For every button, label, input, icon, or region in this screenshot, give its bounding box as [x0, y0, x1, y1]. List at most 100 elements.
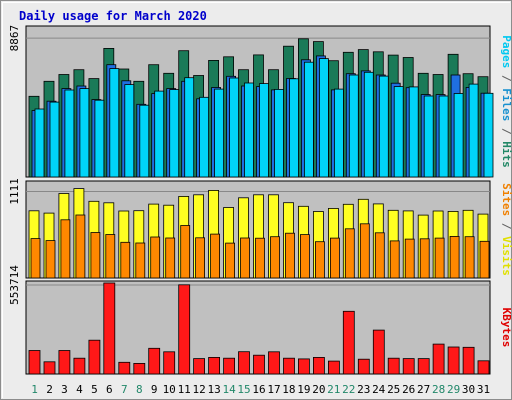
bar-pages-day-5: [94, 99, 105, 178]
legend-hits_files_pages: Pages / Files / Hits: [500, 35, 512, 168]
bar-sites-day-7: [120, 241, 131, 279]
bar-sites-day-19: [299, 234, 310, 279]
bar-kbytes-day-7: [118, 361, 131, 375]
bar-kbytes-day-11: [178, 284, 191, 375]
bar-kbytes-day-4: [73, 357, 86, 375]
day-label-24: 24: [372, 383, 386, 396]
bar-kbytes-day-3: [58, 350, 71, 375]
bar-sites-day-20: [314, 241, 325, 279]
bar-pages-day-21: [333, 88, 344, 178]
bar-pages-day-15: [244, 82, 254, 178]
bar-kbytes-day-31: [477, 360, 490, 375]
legend-item: /: [500, 216, 512, 236]
bar-sites-day-30: [464, 236, 475, 279]
x-axis-day-labels: 1 2 3 4 5 6 7 8 9 10 11 12 13 14 15 16 17 18 19 20 21 22 23 24 2…: [31, 383, 490, 396]
bar-pages-day-12: [199, 96, 210, 178]
day-label-25: 25: [387, 383, 400, 396]
bar-sites-day-5: [90, 232, 101, 279]
bar-kbytes-day-16: [253, 354, 265, 375]
day-label-1: 1: [31, 383, 38, 396]
bar-pages-day-11: [184, 77, 195, 178]
day-label-11: 11: [178, 383, 191, 396]
bar-pages-day-13: [214, 88, 225, 178]
legend-item: Hits: [500, 141, 512, 168]
bar-sites-day-9: [150, 236, 161, 279]
max-value-label-kbytes: 553714: [8, 265, 21, 305]
bar-pages-day-14: [229, 77, 240, 178]
bar-pages-day-31: [483, 92, 494, 178]
bar-pages-day-30: [468, 83, 479, 178]
chart-panels: 8867 Pages / Files / Hits 1111 Sites / Visi…: [8, 25, 512, 375]
bar-sites-day-17: [270, 236, 280, 279]
bar-pages-day-27: [423, 95, 434, 178]
bar-kbytes-day-21: [327, 360, 340, 375]
bar-pages-day-22: [348, 74, 359, 178]
bar-sites-day-25: [389, 240, 400, 279]
bar-pages-day-16: [259, 83, 269, 178]
legend-item: /: [500, 68, 512, 88]
chart-title: Daily usage for March 2020: [19, 9, 207, 23]
day-label-2: 2: [46, 383, 53, 396]
bar-kbytes-day-19: [297, 358, 310, 375]
bar-pages-day-18: [289, 78, 299, 178]
bar-pages-day-20: [318, 58, 329, 178]
legend-item: Pages: [500, 35, 512, 68]
day-label-6: 6: [106, 383, 113, 396]
bar-kbytes-day-6: [103, 282, 116, 375]
bar-kbytes-day-25: [387, 357, 400, 375]
bar-sites-day-3: [60, 219, 71, 279]
bar-sites-day-6: [105, 234, 116, 279]
bar-pages-day-19: [303, 61, 314, 178]
bar-kbytes-day-22: [342, 310, 355, 375]
bar-kbytes-day-23: [357, 358, 370, 375]
day-label-8: 8: [136, 383, 143, 396]
bar-pages-day-6: [109, 68, 120, 178]
bar-kbytes-day-13: [208, 356, 221, 375]
bar-pages-day-17: [274, 89, 284, 178]
bar-sites-day-15: [240, 237, 250, 279]
bar-sites-day-18: [285, 232, 295, 279]
day-label-30: 30: [462, 383, 475, 396]
day-label-19: 19: [297, 383, 310, 396]
legend-kbytes: KBytes: [500, 308, 512, 348]
bar-pages-day-23: [363, 71, 374, 178]
bar-sites-day-1: [30, 238, 41, 279]
bar-kbytes-day-14: [223, 357, 236, 375]
day-label-15: 15: [237, 383, 250, 396]
day-label-4: 4: [76, 383, 83, 396]
bar-kbytes-day-24: [372, 329, 385, 375]
day-label-26: 26: [402, 383, 415, 396]
bar-sites-day-16: [255, 237, 265, 279]
bar-sites-day-21: [329, 237, 340, 279]
bar-pages-day-4: [79, 88, 90, 178]
bar-sites-day-4: [75, 214, 86, 279]
day-label-5: 5: [91, 383, 98, 396]
day-label-7: 7: [121, 383, 128, 396]
bar-sites-day-27: [419, 238, 430, 279]
day-label-12: 12: [192, 383, 205, 396]
day-label-18: 18: [282, 383, 295, 396]
bar-sites-day-11: [180, 225, 191, 279]
bar-kbytes-day-9: [148, 347, 161, 375]
bar-pages-day-29: [453, 93, 464, 178]
max-value-label-hits_files_pages: 8867: [8, 25, 21, 52]
day-label-17: 17: [267, 383, 280, 396]
legend-item: Files: [500, 88, 512, 121]
bar-kbytes-day-18: [283, 357, 295, 375]
day-label-16: 16: [252, 383, 265, 396]
bar-sites-day-14: [225, 242, 236, 279]
bar-kbytes-day-2: [43, 361, 56, 375]
panel-hits_files_pages: 8867 Pages / Files / Hits: [8, 25, 512, 178]
bar-sites-day-12: [195, 237, 206, 279]
day-label-21: 21: [327, 383, 340, 396]
bar-sites-day-31: [479, 240, 490, 279]
bar-kbytes-day-15: [238, 351, 250, 375]
bar-kbytes-day-20: [312, 356, 325, 375]
bar-sites-day-13: [210, 233, 221, 279]
day-label-22: 22: [342, 383, 355, 396]
bar-sites-day-26: [404, 238, 415, 279]
bar-pages-day-24: [378, 75, 389, 178]
bar-kbytes-day-17: [268, 351, 280, 375]
panel-kbytes: 553714 KBytes: [8, 265, 512, 375]
